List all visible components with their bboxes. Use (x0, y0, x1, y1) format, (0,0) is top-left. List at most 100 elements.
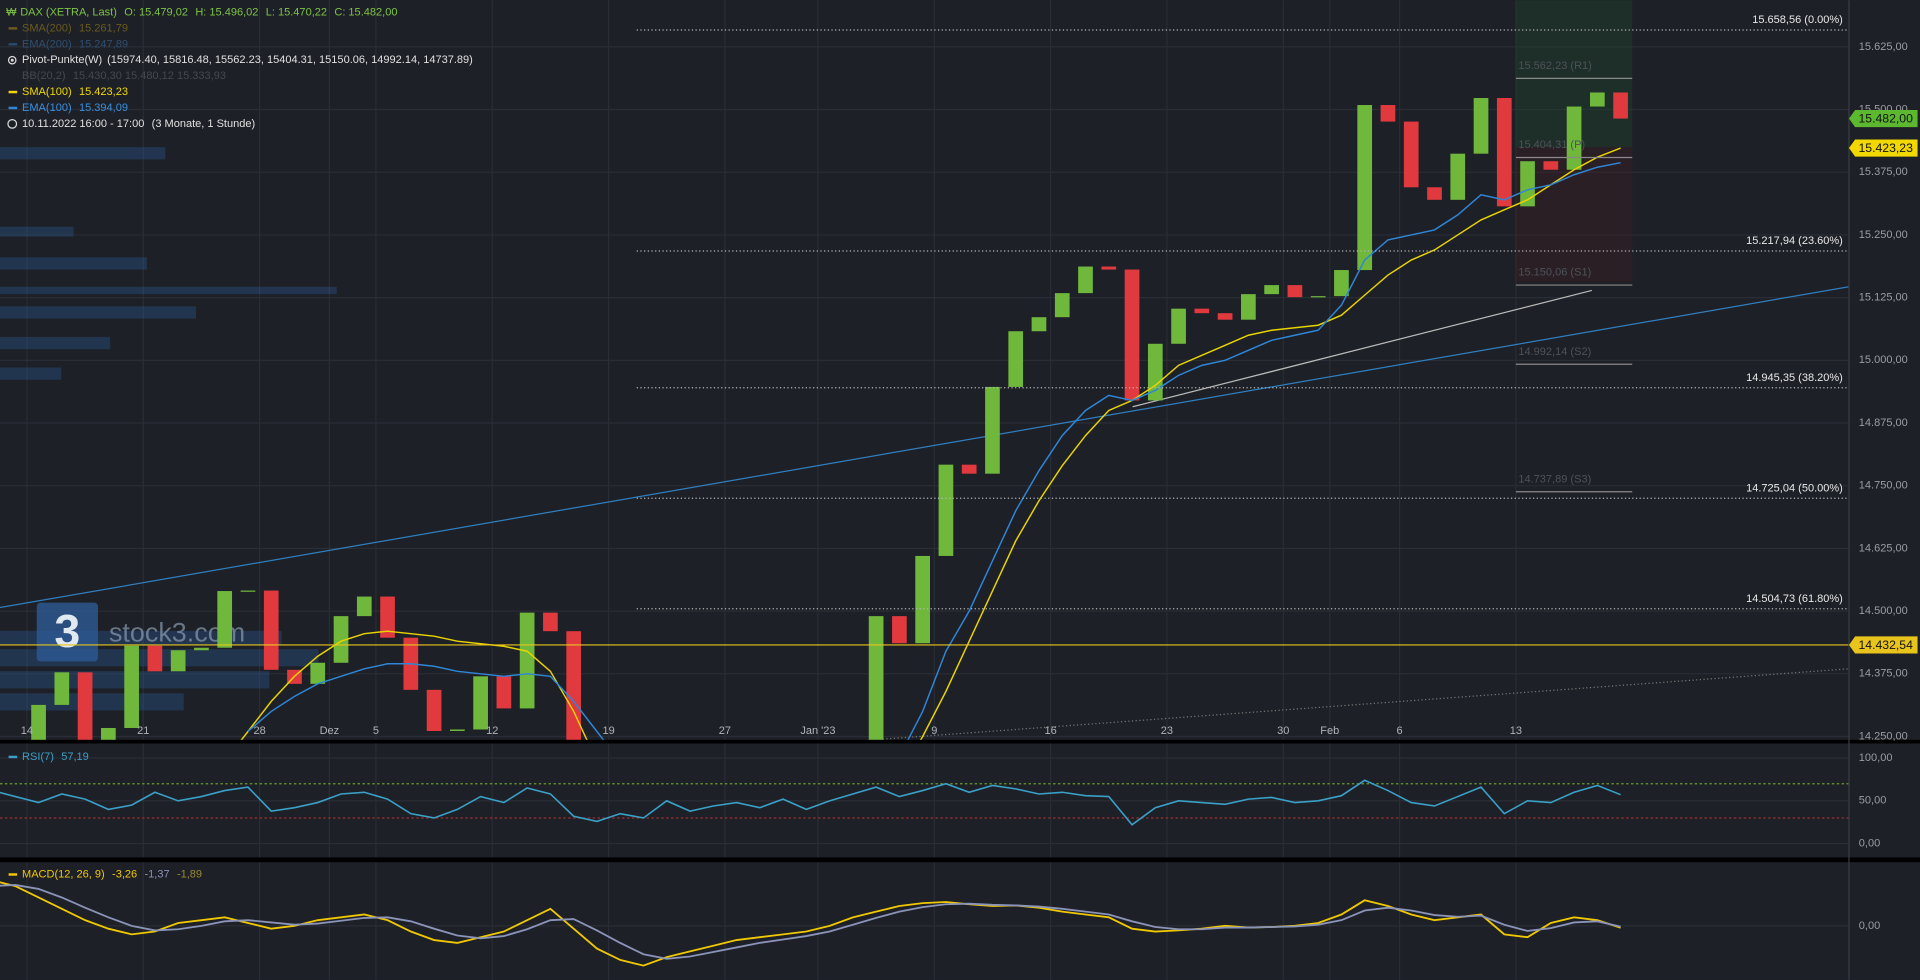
x-tick-label: 27 (719, 725, 731, 737)
candle (1264, 285, 1279, 295)
candle (1031, 317, 1047, 332)
y-tick-label: 0,00 (1859, 838, 1880, 850)
pivot-label: 15.562,23 (R1) (1518, 60, 1591, 72)
price-tag-label: 14.432,54 (1858, 638, 1913, 652)
x-tick-label: 30 (1277, 725, 1289, 737)
fib-label: 15.217,94 (23.60%) (1746, 235, 1843, 247)
ohlc: H: 15.496,02 (195, 6, 258, 18)
candle (1287, 285, 1303, 298)
trend-line (857, 668, 1849, 742)
macd-plot (0, 881, 1621, 967)
logo-box (36, 602, 98, 662)
candle (892, 616, 907, 644)
candle (1613, 92, 1628, 119)
candle (450, 729, 465, 731)
x-tick-label: 12 (486, 725, 498, 737)
moving-average-line (239, 147, 1621, 742)
indicator-value: 15.261,79 (79, 22, 128, 34)
candle (985, 386, 1000, 474)
legend-icon (10, 58, 14, 62)
candle (124, 645, 139, 728)
indicator: Pivot-Punkte(W) (22, 54, 102, 66)
candle (1217, 313, 1233, 320)
panel-separator (0, 857, 1920, 863)
candle (473, 676, 488, 730)
candle (194, 647, 209, 651)
candle (333, 616, 349, 663)
ohlc: L: 15.470,22 (266, 6, 327, 18)
indicator-value: (15974.40, 15816.48, 15562.23, 15404.31,… (107, 54, 473, 66)
candle (101, 727, 116, 742)
pivot-label: 15.150,06 (S1) (1518, 267, 1591, 279)
legend-line: SMA(100) 15.423,23 (22, 86, 128, 98)
candle (1473, 98, 1489, 154)
y-tick-label: 14.750,00 (1859, 480, 1908, 492)
axes: 14 21 28 Dez 5 12 19 27 Jan '23 9 16 23 30 Feb 6 13 15.6… (21, 41, 1918, 932)
legend-line: MACD(12, 26, 9) -3,26 -1,37 -1,89 (22, 868, 202, 880)
x-tick-label: 19 (602, 725, 614, 737)
candle (356, 596, 372, 617)
x-tick-label: 21 (137, 725, 149, 737)
candle (1520, 161, 1535, 207)
candle (1590, 92, 1605, 107)
candle (1334, 270, 1349, 297)
candle (240, 590, 256, 592)
candle (1543, 161, 1559, 170)
legend-line: 10.11.2022 16:00 - 17:00 (3 Monate, 1 Stu… (22, 118, 255, 130)
candle (426, 689, 442, 731)
candle (961, 464, 977, 474)
candle (77, 672, 93, 742)
macd-value: -1,37 (145, 868, 170, 880)
candle (147, 645, 163, 672)
x-tick-label: 23 (1161, 725, 1173, 737)
macd-value: -3,26 (112, 868, 137, 880)
candle (1566, 106, 1582, 170)
price-tag (1848, 110, 1918, 128)
indicator-line (0, 881, 1621, 967)
logo-mark: 3 (54, 605, 80, 657)
y-tick-label: 14.500,00 (1859, 605, 1908, 617)
indicator-line (0, 779, 1621, 826)
pivot-label: 14.737,89 (S3) (1518, 473, 1591, 485)
indicator-value: 15.423,23 (79, 86, 128, 98)
pivot-label: 15.404,31 (P) (1518, 139, 1585, 151)
macd-value: -1,89 (177, 868, 202, 880)
y-tick-label: 15.000,00 (1859, 354, 1908, 366)
y-tick-label: 100,00 (1859, 752, 1893, 764)
candle (1450, 153, 1466, 200)
indicator-value: 15.430,30 15.480,12 15.333,93 (73, 70, 226, 82)
candle (1008, 331, 1024, 387)
candle (1241, 294, 1256, 320)
legend-swatch (8, 43, 18, 46)
indicator-value: 15.394,09 (79, 102, 128, 114)
x-tick-label: 5 (373, 725, 379, 737)
rsi-value: 57,19 (61, 751, 89, 763)
candle (1427, 187, 1442, 200)
ohlc: O: 15.479,02 (124, 6, 188, 18)
y-tick-label: 50,00 (1859, 795, 1887, 807)
indicator: SMA(100) (22, 86, 72, 98)
x-tick-label: Dez (320, 725, 340, 737)
grid (0, 0, 1849, 980)
y-tick-label: 0,00 (1859, 920, 1880, 932)
candle (543, 612, 558, 632)
legend-line: Pivot-Punkte(W) (15974.40, 15816.48, 1556… (22, 54, 473, 66)
candle (263, 590, 279, 670)
candle (868, 616, 884, 742)
candle (938, 464, 954, 556)
moving-average-line (247, 161, 1621, 742)
candle (170, 650, 186, 672)
legend-line: BB(20,2) 15.430,30 15.480,12 15.333,93 (22, 70, 226, 82)
pivot-label: 14.992,14 (S2) (1518, 346, 1591, 358)
x-tick-label: 16 (1044, 725, 1056, 737)
ohlc: C: 15.482,00 (334, 6, 397, 18)
x-tick-label: 6 (1397, 725, 1403, 737)
legend-line: EMA(200) 15.247,89 (22, 38, 128, 50)
legend-swatch (8, 755, 18, 759)
candle (380, 596, 395, 638)
candle (566, 631, 582, 742)
candle (217, 591, 233, 648)
candle (1078, 266, 1093, 294)
legend-line: SMA(200) 15.261,79 (22, 22, 128, 34)
